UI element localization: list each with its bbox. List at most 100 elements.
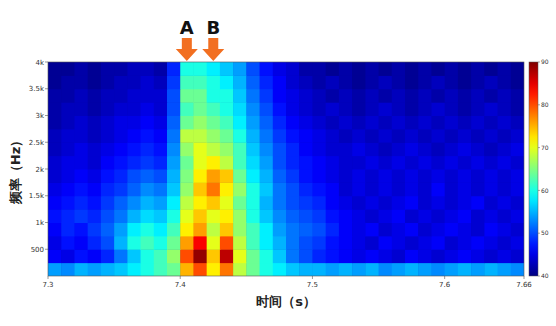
heat-cell xyxy=(61,75,75,89)
heat-cell xyxy=(352,156,366,170)
heat-cell xyxy=(88,62,102,76)
heat-cell xyxy=(392,209,406,223)
heat-cell xyxy=(312,129,326,143)
heat-cell xyxy=(299,142,313,156)
heat-cell xyxy=(246,236,260,250)
heat-cell xyxy=(299,263,313,276)
heat-cell xyxy=(312,169,326,183)
heat-cell xyxy=(379,209,393,223)
annotation-arrow xyxy=(176,38,198,61)
heat-cell xyxy=(154,249,168,263)
heat-cell xyxy=(498,75,512,89)
heat-cell xyxy=(220,75,234,89)
heat-cell xyxy=(101,209,115,223)
y-tick xyxy=(45,195,48,196)
x-tick-label: 7.5 xyxy=(307,281,318,289)
heat-cell xyxy=(379,196,393,210)
heat-cell xyxy=(484,209,498,223)
heat-cell xyxy=(88,75,102,89)
heat-cell xyxy=(312,236,326,250)
heat-cell xyxy=(233,263,247,276)
annotation-arrow xyxy=(202,38,224,61)
heat-cell xyxy=(326,223,340,237)
heat-cell xyxy=(141,249,155,263)
heat-cell xyxy=(418,209,432,223)
heat-cell xyxy=(326,89,340,103)
heat-cell xyxy=(88,249,102,263)
heat-cell xyxy=(445,196,459,210)
heat-cell xyxy=(392,263,406,276)
heat-cell xyxy=(418,249,432,263)
heat-cell xyxy=(326,62,340,76)
heat-cell xyxy=(233,169,247,183)
heat-cell xyxy=(431,89,445,103)
heat-cell xyxy=(260,249,274,263)
heat-cell xyxy=(260,129,274,143)
heat-cell xyxy=(273,129,287,143)
heat-cell xyxy=(127,249,141,263)
heat-cell xyxy=(193,182,207,196)
heat-cell xyxy=(167,156,181,170)
heat-cell xyxy=(167,182,181,196)
heat-cell xyxy=(74,196,88,210)
heat-cell xyxy=(339,209,353,223)
heat-cell xyxy=(74,89,88,103)
heat-cell xyxy=(48,116,62,130)
heat-cell xyxy=(299,116,313,130)
heat-cell xyxy=(365,129,379,143)
heat-cell xyxy=(511,249,524,263)
heat-cell xyxy=(61,169,75,183)
heat-cell xyxy=(299,223,313,237)
heat-cell xyxy=(141,223,155,237)
heat-cell xyxy=(220,129,234,143)
x-tick xyxy=(524,276,525,279)
heat-cell xyxy=(484,62,498,76)
heat-cell xyxy=(127,169,141,183)
heat-cell xyxy=(167,102,181,116)
heat-cell xyxy=(431,209,445,223)
heat-cell xyxy=(352,223,366,237)
heat-cell xyxy=(405,142,419,156)
heat-cell xyxy=(352,89,366,103)
heat-cell xyxy=(167,196,181,210)
heat-cell xyxy=(339,89,353,103)
heat-cell xyxy=(260,75,274,89)
heat-cell xyxy=(48,196,62,210)
heat-cell xyxy=(101,142,115,156)
heat-cell xyxy=(511,102,524,116)
heat-cell xyxy=(418,142,432,156)
heat-cell xyxy=(154,223,168,237)
heat-cell xyxy=(418,156,432,170)
heat-cell xyxy=(471,263,485,276)
heat-cell xyxy=(471,62,485,76)
heat-cell xyxy=(273,156,287,170)
heat-cell xyxy=(233,236,247,250)
heat-cell xyxy=(193,209,207,223)
heat-cell xyxy=(511,209,524,223)
heat-cell xyxy=(233,75,247,89)
heat-cell xyxy=(405,196,419,210)
heat-cell xyxy=(246,129,260,143)
heat-cell xyxy=(405,249,419,263)
heat-cell xyxy=(445,209,459,223)
heat-cell xyxy=(207,209,221,223)
heat-cell xyxy=(260,263,274,276)
heat-cell xyxy=(326,249,340,263)
heat-cell xyxy=(48,182,62,196)
heat-cell xyxy=(405,62,419,76)
heat-cell xyxy=(233,116,247,130)
heat-cell xyxy=(180,89,194,103)
heat-cell xyxy=(445,169,459,183)
heat-cell xyxy=(418,236,432,250)
heat-cell xyxy=(154,182,168,196)
y-tick-label: 1.5k xyxy=(29,192,45,200)
heat-cell xyxy=(431,102,445,116)
heat-cell xyxy=(286,182,300,196)
heat-cell xyxy=(484,196,498,210)
heat-cell xyxy=(484,129,498,143)
heat-cell xyxy=(458,156,472,170)
heat-cell xyxy=(246,209,260,223)
colorbar-tick-label: 40 xyxy=(541,272,549,279)
heat-cell xyxy=(246,182,260,196)
heat-cell xyxy=(114,182,128,196)
